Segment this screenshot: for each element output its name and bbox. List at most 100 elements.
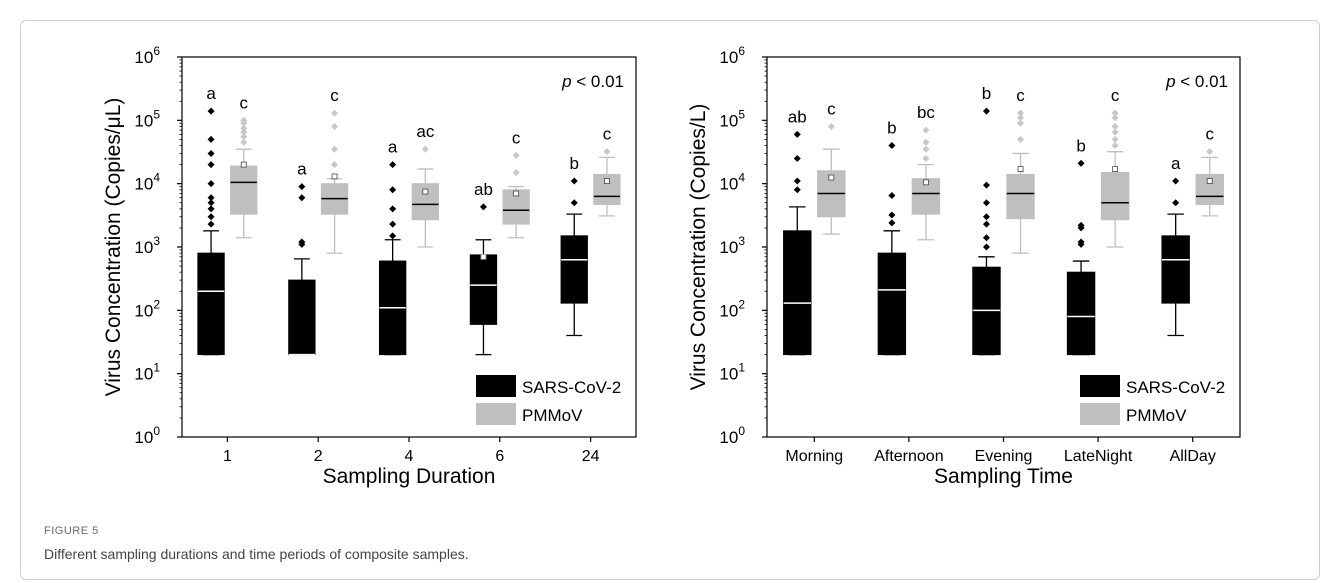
outlier-point [922,145,930,153]
outlier-point [982,107,990,115]
outlier-point [331,109,339,117]
outlier-point [207,135,215,143]
x-tick-label: 2 [314,448,323,465]
outlier-point [298,238,306,246]
outlier-point [793,154,801,162]
x-tick-label: Morning [785,448,843,465]
box-iqr [1195,173,1224,205]
legend-swatch-sars [1080,375,1120,397]
box-iqr [783,230,812,356]
box-iqr [1066,271,1096,356]
outlier-point [827,122,835,130]
outlier-point [570,177,578,185]
outlier-point [1017,119,1025,127]
outlier-point [1017,109,1025,117]
significance-letter: c [512,128,521,147]
outlier-point [331,161,339,169]
y-tick-label: 106 [719,44,745,67]
outlier-point [240,138,248,146]
outlier-point [240,116,248,124]
significance-letter: c [1111,86,1120,105]
outlier-point [570,199,578,207]
figure-caption: Different sampling durations and time pe… [44,546,469,562]
sars-box-4: ab [469,180,498,356]
x-tick-label: LateNight [1064,448,1133,465]
box-iqr [1100,172,1130,221]
x-tick-label: 4 [405,448,414,465]
x-tick-label: Afternoon [874,448,943,465]
pmmov-box-1: c [230,93,258,239]
sars-box-4: b [1066,136,1096,356]
x-tick-label: Evening [975,448,1033,465]
box-iqr [877,252,907,356]
legend-swatch-pmmov [476,403,516,425]
chart-panel-2: 100 101 102 103 104 105 106 Virus Concentration… [687,44,1241,488]
mean-marker [480,253,487,260]
pmmov-box-4: c [1100,86,1130,248]
legend-swatch-pmmov [1080,403,1120,425]
outlier-point [389,186,397,194]
pmmov-box-4: c [502,128,530,239]
legend-swatch-sars [476,375,516,397]
outlier-point [982,234,990,242]
outlier-point [207,180,215,188]
significance-letter: c [827,99,836,118]
significance-letter: b [982,84,991,103]
significance-letter: c [239,93,248,112]
outlier-point [603,148,611,156]
box-iqr [197,252,225,356]
p-value-annotation: p < 0.01 [1165,72,1228,91]
p-value-annotation: p < 0.01 [561,72,624,91]
x-axis-label: Sampling Duration [323,465,496,488]
y-tick-label: 102 [719,297,745,320]
mean-marker [1017,166,1024,172]
significance-letter: b [1076,136,1085,155]
y-axis-label: Virus Concentration (Copies/L) [687,104,710,391]
mean-marker [1112,166,1119,172]
x-tick-label: 1 [223,448,232,465]
sars-box-1: a [197,84,225,356]
sars-box-3: a [378,138,407,356]
significance-letter: b [570,154,579,173]
outlier-point [389,232,397,240]
outlier-point [207,205,215,213]
outlier-point [1172,199,1180,207]
outlier-point [922,138,930,146]
significance-letter: ac [416,122,434,141]
outlier-point [1111,135,1119,143]
figure-label: FIGURE 5 [44,525,99,537]
outlier-point [793,186,801,194]
outlier-point [1017,114,1025,122]
sars-box-1: ab [783,107,812,356]
significance-letter: ab [474,180,493,199]
pmmov-box-5: c [593,125,621,217]
pmmov-box-3: ac [411,122,440,248]
y-tick-label: 101 [719,361,745,384]
box-iqr [1006,173,1035,220]
outlier-point [982,243,990,251]
outlier-point [1172,177,1180,185]
significance-letter: ab [788,107,807,126]
outlier-point [982,181,990,189]
significance-letter: bc [917,103,935,122]
outlier-point [389,220,397,228]
y-tick-label: 100 [719,424,745,447]
box-iqr [1161,235,1190,304]
x-tick-label: AllDay [1170,448,1216,465]
mean-marker [828,174,835,181]
x-tick-label: 6 [495,448,504,465]
mean-marker [1206,178,1213,184]
box-iqr [560,235,588,304]
outlier-point [207,199,215,207]
outlier-point [1111,109,1119,117]
outlier-point [331,145,339,153]
y-tick-label: 100 [134,424,160,447]
legend: SARS-CoV-2 PMMoV [1080,375,1225,425]
outlier-point [389,205,397,213]
outlier-point [207,220,215,228]
outlier-point [1077,238,1085,246]
y-tick-label: 105 [719,107,745,130]
x-axis-label: Sampling Time [934,465,1073,488]
y-tick-label: 106 [134,44,160,67]
y-tick-label: 105 [134,107,160,130]
